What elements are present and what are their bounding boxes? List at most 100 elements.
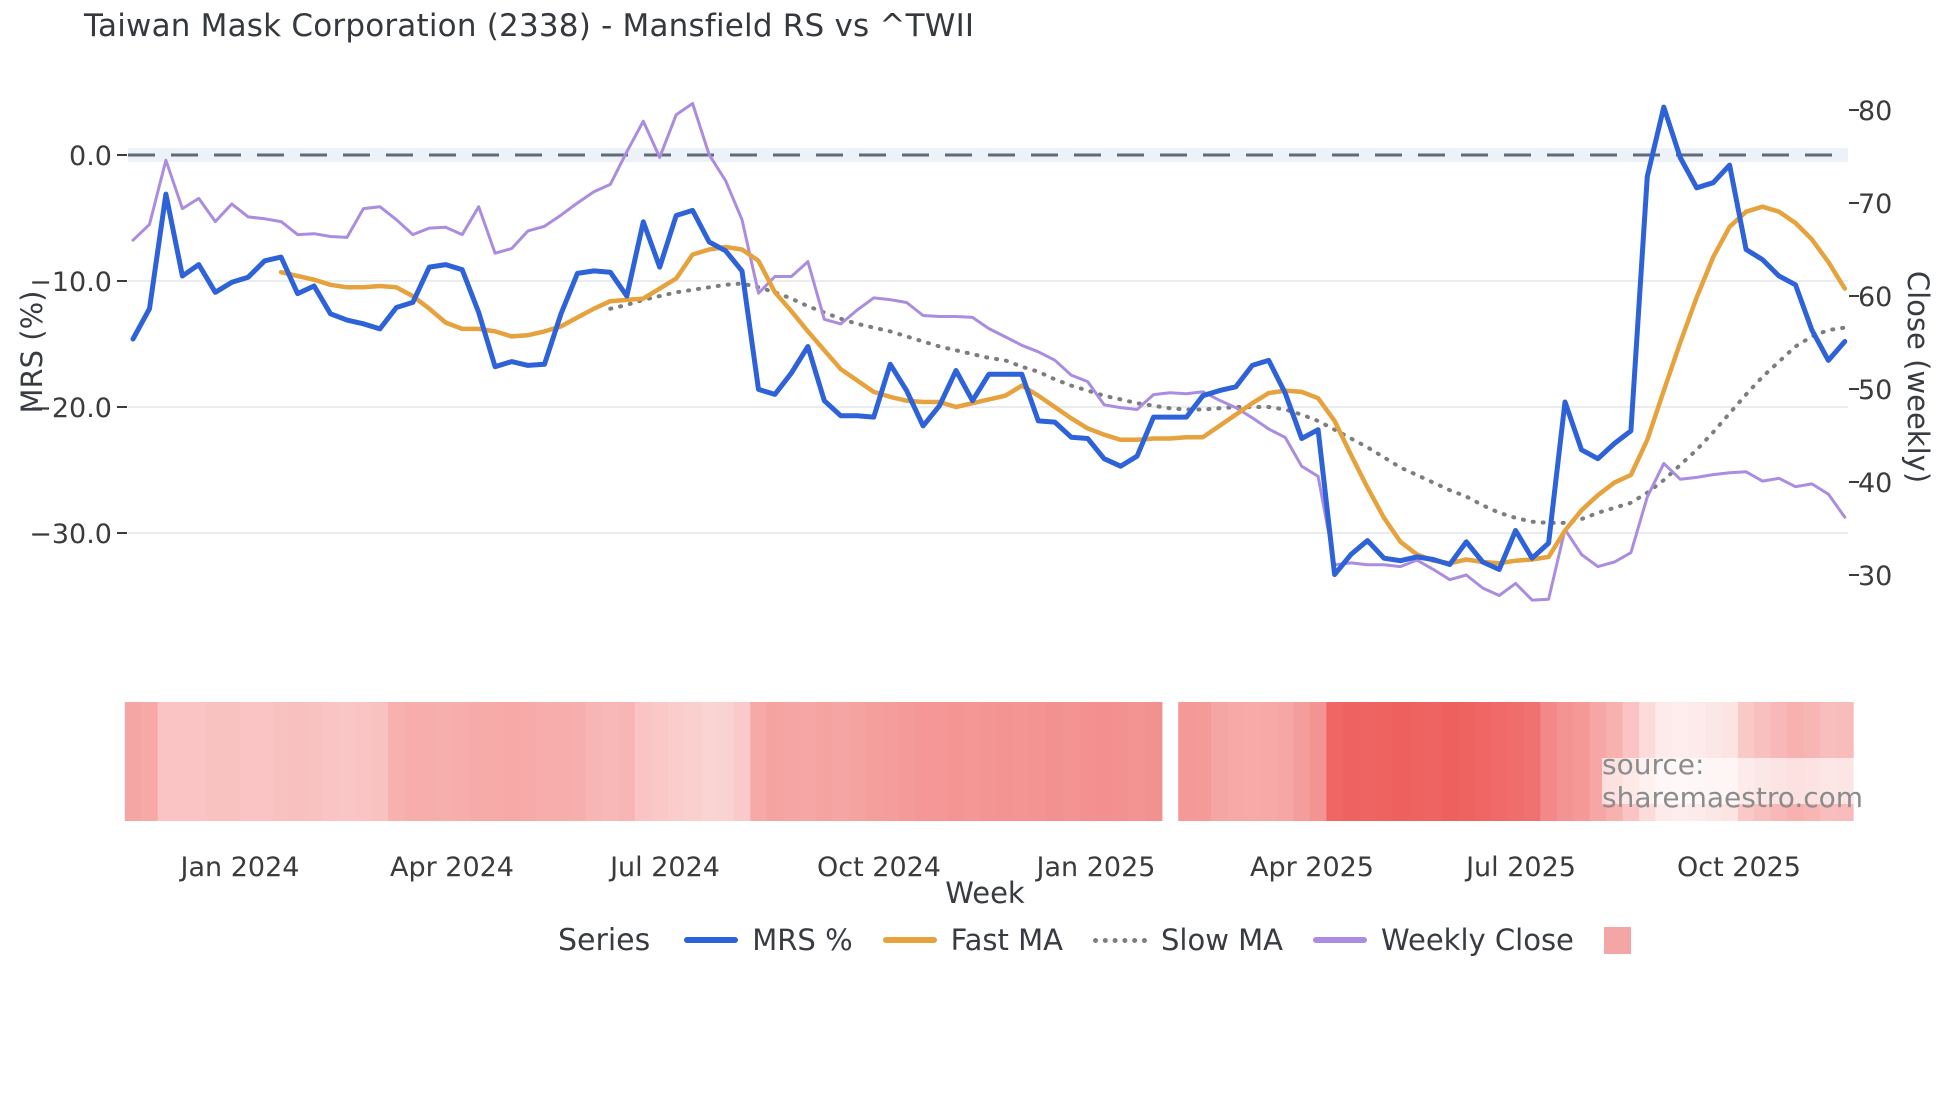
heatmap-cell: [322, 702, 340, 821]
x-tick-label: Oct 2024: [817, 852, 941, 883]
heatmap-cell: [371, 702, 389, 821]
heatmap-cell: [536, 702, 554, 821]
legend-item-label: Slow MA: [1160, 923, 1283, 957]
legend-item-fast-ma: Fast MA: [882, 923, 1063, 957]
heatmap-cell: [766, 702, 784, 821]
heatmap-cell: [338, 702, 356, 821]
heatmap-cell: [124, 702, 142, 821]
y-left-tick-label: −30.0: [29, 519, 112, 550]
heatmap-cell: [602, 702, 620, 821]
heatmap-cell: [1573, 702, 1591, 821]
legend-swatch: [684, 937, 739, 943]
heatmap-cell: [964, 702, 982, 821]
x-axis-label: Week: [945, 876, 1025, 910]
heatmap-cell: [1540, 702, 1558, 821]
legend-swatch: [1313, 937, 1367, 943]
heatmap-cell: [1211, 702, 1229, 821]
heatmap-cell: [1046, 702, 1064, 821]
heatmap-cell: [1112, 702, 1130, 821]
heatmap-cell: [223, 702, 241, 821]
heatmap-cell: [305, 702, 323, 821]
heatmap-cell: [1474, 702, 1492, 821]
heatmap-cell: [454, 702, 472, 821]
heatmap-cell: [1556, 702, 1574, 821]
heatmap-cell: [289, 702, 307, 821]
legend-item-weekly-close: Weekly Close: [1313, 923, 1574, 957]
legend-swatch: [1092, 937, 1147, 943]
legend-item-slow-ma: Slow MA: [1092, 923, 1283, 957]
heatmap-cell: [684, 702, 702, 821]
heatmap-cell: [1342, 702, 1360, 821]
heatmap-cell: [980, 702, 998, 821]
y-right-tick-label: 70: [1858, 189, 1892, 220]
heatmap-cell: [635, 702, 653, 821]
x-tick-label: Jan 2025: [1035, 852, 1156, 883]
y-axis-label-left: MRS (%): [15, 290, 49, 414]
heatmap-cell: [733, 702, 751, 821]
heatmap-cell: [503, 702, 521, 821]
x-tick-label: Jul 2024: [608, 852, 720, 883]
legend-title: Series: [558, 922, 651, 958]
heatmap-cell: [585, 702, 603, 821]
heatmap-cell: [1392, 702, 1410, 821]
heatmap-cell: [947, 702, 965, 821]
heatmap-cell: [1095, 702, 1113, 821]
heatmap-cell: [1507, 702, 1525, 821]
heatmap-cell: [1194, 702, 1212, 821]
heatmap-cell: [1458, 702, 1476, 821]
y-left-tick-label: −20.0: [29, 393, 112, 424]
legend: Series MRS % Fast MA Slow MA Weekly Close: [558, 920, 1631, 960]
heatmap-cell: [437, 702, 455, 821]
legend-item-label: MRS %: [752, 923, 853, 957]
heatmap-cell: [1375, 702, 1393, 821]
heatmap-cell: [1523, 702, 1541, 821]
heatmap-cell: [157, 702, 175, 821]
legend-swatch: [882, 937, 937, 943]
heatmap-cell: [865, 702, 883, 821]
series-line-slow-ma: [608, 281, 1847, 525]
series-line-fast-ma: [278, 204, 1848, 566]
heatmap-cell: [256, 702, 274, 821]
heatmap-cell: [1408, 702, 1426, 821]
x-tick-label: Jan 2024: [179, 852, 300, 883]
heatmap-cell: [388, 702, 406, 821]
heatmap-cell: [881, 702, 899, 821]
heatmap-cell: [931, 702, 949, 821]
heatmap-cell: [1128, 702, 1146, 821]
heatmap-cell: [1491, 702, 1509, 821]
heatmap-cell: [569, 702, 587, 821]
heatmap-cell: [816, 702, 834, 821]
heatmap-cell: [914, 702, 932, 821]
heatmap-cell: [486, 702, 504, 821]
x-tick-label: Oct 2025: [1677, 852, 1801, 883]
source-watermark: source: sharemaestro.com: [1602, 748, 1940, 814]
heatmap-cell: [717, 702, 735, 821]
heatmap-cell: [668, 702, 686, 821]
y-right-tick-label: 30: [1858, 561, 1892, 592]
heatmap-cell: [1277, 702, 1295, 821]
heatmap-cell: [1359, 702, 1377, 821]
heatmap-cell: [421, 702, 439, 821]
heatmap-cell: [470, 702, 488, 821]
heatmap-cell: [1227, 702, 1245, 821]
x-tick-label: Apr 2025: [1250, 852, 1374, 883]
heatmap-cell: [700, 702, 718, 821]
heatmap-strip: [124, 702, 1854, 821]
y-axis-label-right: Close (weekly): [1901, 270, 1935, 484]
y-right-tick-label: 50: [1858, 375, 1892, 406]
heatmap-cell: [832, 702, 850, 821]
heatmap-cell: [207, 702, 225, 821]
chart-title: Taiwan Mask Corporation (2338) - Mansfie…: [84, 8, 975, 44]
heatmap-cell: [1441, 702, 1459, 821]
heatmap-cell: [1145, 702, 1163, 821]
heatmap-cell: [799, 702, 817, 821]
heatmap-cell: [174, 702, 192, 821]
heatmap-cell: [404, 702, 422, 821]
heatmap-cell: [849, 702, 867, 821]
heatmap-cell: [1030, 702, 1048, 821]
series-line-mrs: [130, 104, 1848, 578]
gridlines: [128, 148, 1848, 534]
heatmap-cell: [1293, 702, 1311, 821]
heatmap-cell: [750, 702, 768, 821]
